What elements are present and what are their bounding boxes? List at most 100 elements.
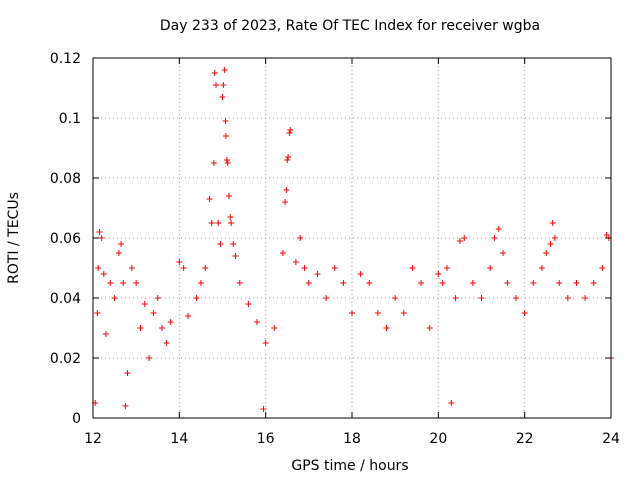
x-tick-label: 16	[257, 431, 275, 447]
data-point	[301, 265, 308, 271]
data-point	[418, 280, 425, 286]
data-point	[456, 238, 463, 244]
data-point	[292, 259, 299, 265]
data-points	[92, 67, 614, 412]
data-point	[159, 325, 166, 331]
data-point	[146, 355, 153, 361]
data-point	[283, 187, 290, 193]
data-point	[224, 160, 231, 166]
data-point	[549, 220, 556, 226]
y-tick-label: 0.04	[50, 291, 81, 307]
data-point	[297, 235, 304, 241]
data-point	[176, 259, 183, 265]
data-point	[111, 295, 118, 301]
grid-lines	[93, 58, 611, 418]
data-point	[219, 94, 226, 100]
data-point	[500, 250, 507, 256]
data-point	[285, 154, 292, 160]
data-point	[478, 295, 485, 301]
data-point	[279, 250, 286, 256]
data-point	[217, 241, 224, 247]
data-point	[222, 118, 229, 124]
data-point	[222, 133, 229, 139]
data-point	[230, 241, 237, 247]
x-tick-label: 20	[429, 431, 447, 447]
data-point	[210, 160, 217, 166]
data-point	[220, 82, 227, 88]
data-point	[154, 295, 161, 301]
data-point	[513, 295, 520, 301]
y-tick-label: 0.02	[50, 351, 81, 367]
data-point	[120, 280, 127, 286]
data-point	[556, 280, 563, 286]
axis-ticks	[92, 57, 612, 419]
data-point	[150, 310, 157, 316]
data-point	[245, 301, 252, 307]
y-tick-label: 0.12	[50, 51, 81, 67]
data-point	[564, 295, 571, 301]
data-point	[521, 310, 528, 316]
data-point	[443, 265, 450, 271]
data-point	[284, 157, 291, 163]
data-point	[227, 214, 234, 220]
data-point	[133, 280, 140, 286]
x-tick-label: 18	[343, 431, 361, 447]
data-point	[271, 325, 278, 331]
data-point	[547, 241, 554, 247]
y-axis-label: ROTI / TECUs	[6, 192, 22, 284]
data-point	[98, 235, 105, 241]
data-point	[439, 280, 446, 286]
data-point	[538, 265, 545, 271]
data-point	[349, 310, 355, 316]
x-tick-label: 24	[602, 431, 620, 447]
data-point	[236, 280, 243, 286]
data-point	[100, 271, 107, 277]
data-point	[102, 331, 109, 337]
data-point	[223, 157, 230, 163]
data-point	[392, 295, 399, 301]
data-point	[141, 301, 148, 307]
data-point	[461, 235, 468, 241]
data-point	[286, 130, 293, 136]
data-point	[184, 313, 191, 319]
data-point	[95, 265, 102, 271]
x-tick-label: 14	[170, 431, 188, 447]
data-point	[232, 253, 239, 259]
data-point	[225, 193, 232, 199]
data-point	[180, 265, 187, 271]
data-point	[495, 226, 502, 232]
data-point	[193, 295, 200, 301]
data-point	[221, 67, 228, 73]
x-axis-label: GPS time / hours	[291, 458, 408, 474]
data-point	[305, 280, 312, 286]
data-point	[115, 250, 122, 256]
data-point	[357, 271, 364, 277]
data-point	[374, 310, 381, 316]
data-point	[582, 295, 589, 301]
data-point	[366, 280, 373, 286]
data-point	[254, 319, 261, 325]
y-tick-label: 0.1	[59, 111, 81, 127]
data-point	[94, 310, 101, 316]
data-point	[202, 265, 209, 271]
data-point	[282, 199, 289, 205]
data-point	[122, 403, 129, 409]
y-tick-labels: 0 0.02 0.04 0.06 0.08 0.1 0.12	[50, 51, 81, 427]
data-point	[215, 220, 222, 226]
data-point	[262, 340, 269, 346]
data-point	[96, 229, 103, 235]
data-point	[400, 310, 407, 316]
x-tick-label: 22	[516, 431, 534, 447]
data-point	[504, 280, 511, 286]
data-point	[543, 250, 550, 256]
data-point	[469, 280, 476, 286]
data-point	[197, 280, 204, 286]
data-point	[118, 241, 125, 247]
data-point	[163, 340, 170, 346]
data-point	[208, 220, 215, 226]
data-point	[590, 280, 597, 286]
data-point	[331, 265, 338, 271]
data-point	[228, 220, 235, 226]
data-point	[487, 265, 494, 271]
